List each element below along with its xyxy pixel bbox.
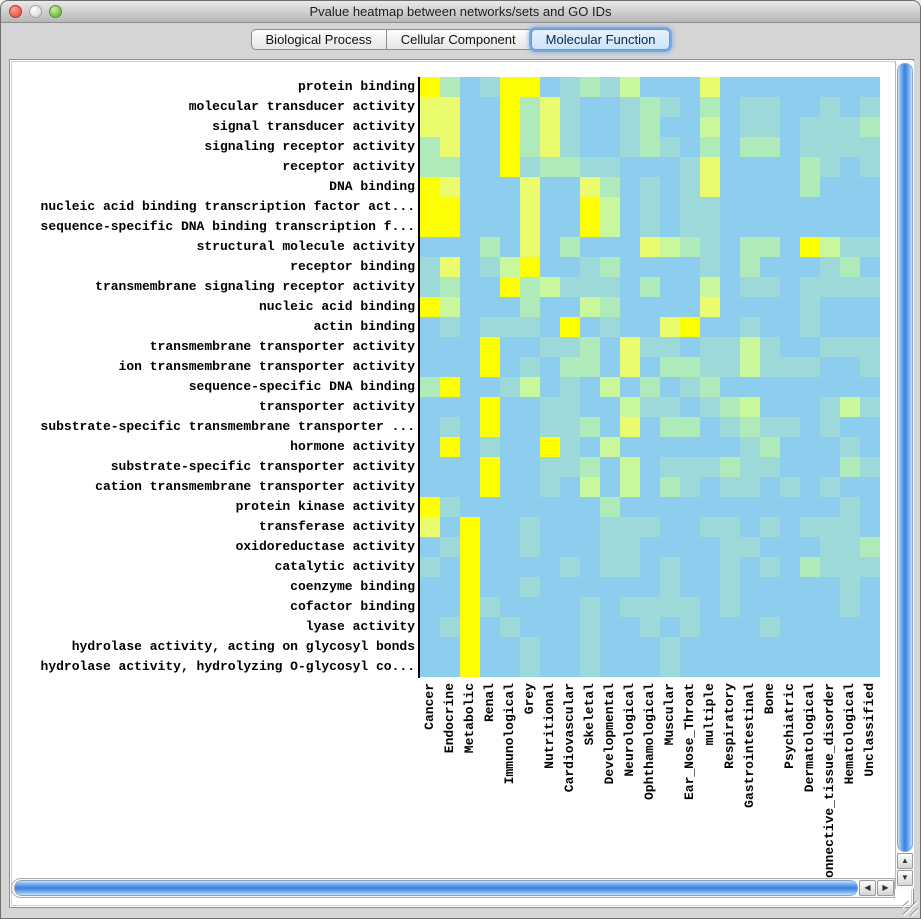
arrow-up-icon: ▲	[901, 856, 909, 865]
arrow-left-icon: ◀	[864, 883, 871, 892]
zoom-button[interactable]	[49, 5, 62, 18]
minimize-button[interactable]	[29, 5, 42, 18]
resize-grip-icon[interactable]	[903, 901, 918, 916]
scroll-down-button[interactable]: ▼	[897, 870, 913, 886]
horizontal-scrollbar[interactable]: ◀ ▶	[11, 878, 895, 898]
window-controls	[9, 5, 62, 18]
scroll-up-button[interactable]: ▲	[897, 853, 913, 869]
vertical-scrollbar[interactable]: ▲ ▼	[895, 61, 914, 889]
tab-bar: Biological Process Cellular Component Mole…	[1, 28, 920, 50]
tab-biological-process[interactable]: Biological Process	[250, 28, 387, 50]
tab-cellular-component[interactable]: Cellular Component	[386, 28, 531, 50]
window-title: Pvalue heatmap between networks/sets and…	[309, 4, 612, 19]
tab-molecular-function[interactable]: Molecular Function	[530, 28, 671, 50]
arrow-right-icon: ▶	[882, 883, 889, 892]
scroll-right-button[interactable]: ▶	[877, 880, 894, 896]
title-bar: Pvalue heatmap between networks/sets and…	[1, 1, 920, 23]
close-button[interactable]	[9, 5, 22, 18]
heatmap-viewport	[11, 61, 912, 906]
arrow-down-icon: ▼	[901, 873, 909, 882]
horizontal-scrollbar-thumb[interactable]	[14, 880, 858, 896]
vertical-scrollbar-thumb[interactable]	[897, 63, 913, 852]
scroll-left-button[interactable]: ◀	[859, 880, 876, 896]
content-panel	[9, 59, 914, 908]
